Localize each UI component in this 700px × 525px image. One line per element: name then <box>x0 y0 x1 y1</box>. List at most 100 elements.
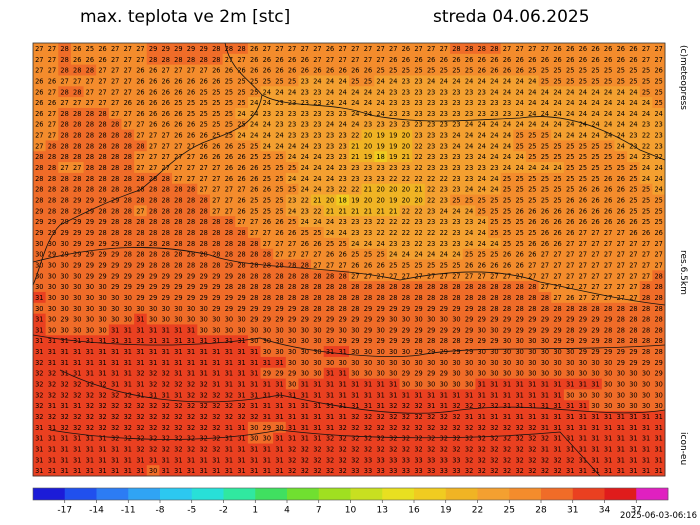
temperature-value: 21 <box>376 207 384 215</box>
temperature-cell <box>58 324 72 336</box>
temperature-value: 31 <box>48 337 56 345</box>
temperature-cell <box>500 302 514 315</box>
temperature-cell <box>601 291 615 304</box>
temperature-value: 28 <box>440 294 448 302</box>
temperature-value: 32 <box>490 424 498 432</box>
temperature-value: 23 <box>326 132 334 140</box>
temperature-cell <box>614 172 628 185</box>
temperature-cell <box>361 64 375 76</box>
temperature-cell <box>273 183 287 195</box>
temperature-cell <box>83 324 97 336</box>
temperature-value: 25 <box>503 229 511 237</box>
temperature-value: 32 <box>553 456 561 464</box>
temperature-cell <box>601 172 615 185</box>
temperature-value: 26 <box>263 56 271 64</box>
temperature-cell <box>146 75 160 87</box>
temperature-cell <box>551 216 565 228</box>
temperature-value: 30 <box>60 240 68 248</box>
temperature-value: 26 <box>98 56 106 64</box>
temperature-cell <box>172 454 186 466</box>
temperature-value: 22 <box>414 175 422 183</box>
temperature-cell <box>311 465 325 477</box>
temperature-value: 28 <box>124 218 132 226</box>
temperature-cell <box>488 194 502 206</box>
temperature-value: 25 <box>566 175 574 183</box>
temperature-value: 25 <box>212 99 220 107</box>
temperature-cell <box>563 237 577 250</box>
temperature-value: 25 <box>528 142 536 150</box>
temperature-value: 25 <box>515 175 523 183</box>
temperature-value: 29 <box>364 305 372 313</box>
temperature-value: 26 <box>250 164 258 172</box>
temperature-value: 28 <box>111 164 119 172</box>
temperature-cell <box>235 421 249 434</box>
temperature-value: 31 <box>541 402 549 410</box>
temperature-value: 25 <box>503 207 511 215</box>
temperature-cell <box>412 237 426 250</box>
temperature-cell <box>374 118 388 130</box>
temperature-value: 30 <box>642 381 650 389</box>
temperature-value: 30 <box>617 381 625 389</box>
temperature-cell <box>488 335 502 347</box>
temperature-value: 30 <box>162 305 170 313</box>
temperature-cell <box>108 216 122 228</box>
temperature-value: 30 <box>288 326 296 334</box>
temperature-value: 27 <box>35 56 43 64</box>
temperature-value: 28 <box>136 142 144 150</box>
temperature-value: 29 <box>389 326 397 334</box>
temperature-value: 28 <box>35 153 43 161</box>
temperature-cell <box>412 216 426 228</box>
temperature-cell <box>273 129 287 141</box>
temperature-cell <box>235 118 249 130</box>
temperature-value: 30 <box>541 337 549 345</box>
temperature-value: 28 <box>263 272 271 280</box>
temperature-cell <box>538 183 552 195</box>
temperature-value: 23 <box>503 99 511 107</box>
temperature-cell <box>513 443 527 455</box>
temperature-cell <box>412 194 426 206</box>
temperature-value: 28 <box>136 229 144 237</box>
temperature-value: 29 <box>86 272 94 280</box>
temperature-value: 26 <box>617 45 625 53</box>
temperature-cell <box>639 259 653 271</box>
temperature-value: 31 <box>250 456 258 464</box>
temperature-cell <box>361 172 375 185</box>
temperature-value: 23 <box>427 218 435 226</box>
temperature-value: 32 <box>490 402 498 410</box>
temperature-cell <box>627 324 641 336</box>
temperature-cell <box>500 421 514 434</box>
temperature-cell <box>197 378 211 390</box>
temperature-cell <box>273 313 287 325</box>
temperature-cell <box>45 259 59 271</box>
temperature-value: 23 <box>389 164 397 172</box>
temperature-value: 26 <box>490 67 498 75</box>
temperature-cell <box>601 205 615 217</box>
temperature-cell <box>298 205 312 217</box>
temperature-cell <box>247 291 261 304</box>
temperature-cell <box>386 205 400 217</box>
temperature-value: 26 <box>642 229 650 237</box>
temperature-value: 31 <box>225 359 233 367</box>
temperature-value: 27 <box>654 45 662 53</box>
temperature-value: 26 <box>174 88 182 96</box>
temperature-cell <box>563 356 577 369</box>
temperature-cell <box>627 86 641 98</box>
temperature-cell <box>639 248 653 260</box>
temperature-value: 31 <box>48 456 56 464</box>
temperature-value: 32 <box>149 413 157 421</box>
temperature-cell <box>311 400 325 412</box>
temperature-cell <box>58 151 72 163</box>
temperature-value: 32 <box>389 445 397 453</box>
temperature-cell <box>146 129 160 141</box>
temperature-cell <box>475 53 489 66</box>
temperature-cell <box>475 97 489 109</box>
temperature-cell <box>33 205 47 217</box>
temperature-value: 26 <box>174 77 182 85</box>
temperature-value: 24 <box>503 77 511 85</box>
temperature-cell <box>399 183 413 195</box>
temperature-value: 28 <box>111 175 119 183</box>
border-line <box>59 369 666 414</box>
temperature-value: 26 <box>503 251 511 259</box>
temperature-cell <box>563 443 577 455</box>
temperature-value: 23 <box>364 164 372 172</box>
